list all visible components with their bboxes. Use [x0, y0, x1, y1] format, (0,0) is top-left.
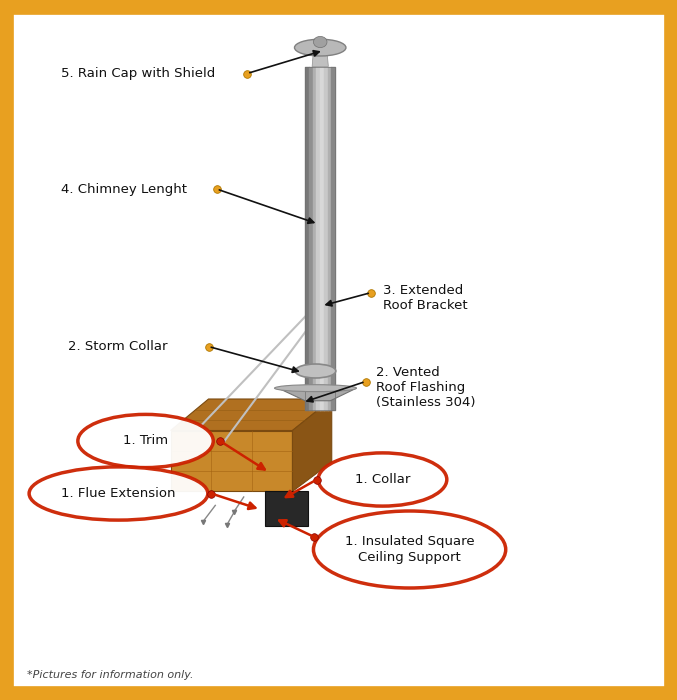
Ellipse shape [295, 364, 336, 378]
Text: 5. Rain Cap with Shield: 5. Rain Cap with Shield [61, 67, 215, 80]
Ellipse shape [313, 36, 327, 48]
Text: 3. Extended
Roof Bracket: 3. Extended Roof Bracket [383, 284, 467, 312]
Ellipse shape [318, 453, 447, 506]
Ellipse shape [29, 467, 208, 520]
Text: *Pictures for information only.: *Pictures for information only. [27, 671, 194, 680]
Text: 1. Collar: 1. Collar [355, 473, 410, 486]
Ellipse shape [275, 385, 356, 391]
Polygon shape [265, 491, 308, 526]
Ellipse shape [313, 511, 506, 588]
Text: 4. Chimney Lenght: 4. Chimney Lenght [61, 183, 187, 195]
Text: 2. Storm Collar: 2. Storm Collar [68, 340, 167, 353]
Text: 1. Trim: 1. Trim [123, 435, 168, 447]
Ellipse shape [294, 39, 346, 56]
Polygon shape [292, 399, 332, 491]
Text: 1. Flue Extension: 1. Flue Extension [61, 487, 176, 500]
Text: 2. Vented
Roof Flashing
(Stainless 304): 2. Vented Roof Flashing (Stainless 304) [376, 365, 475, 409]
Polygon shape [278, 388, 356, 400]
Polygon shape [312, 48, 328, 66]
Polygon shape [171, 399, 332, 430]
Ellipse shape [78, 414, 213, 468]
Polygon shape [171, 430, 292, 491]
Text: 1. Insulated Square
Ceiling Support: 1. Insulated Square Ceiling Support [345, 536, 475, 564]
